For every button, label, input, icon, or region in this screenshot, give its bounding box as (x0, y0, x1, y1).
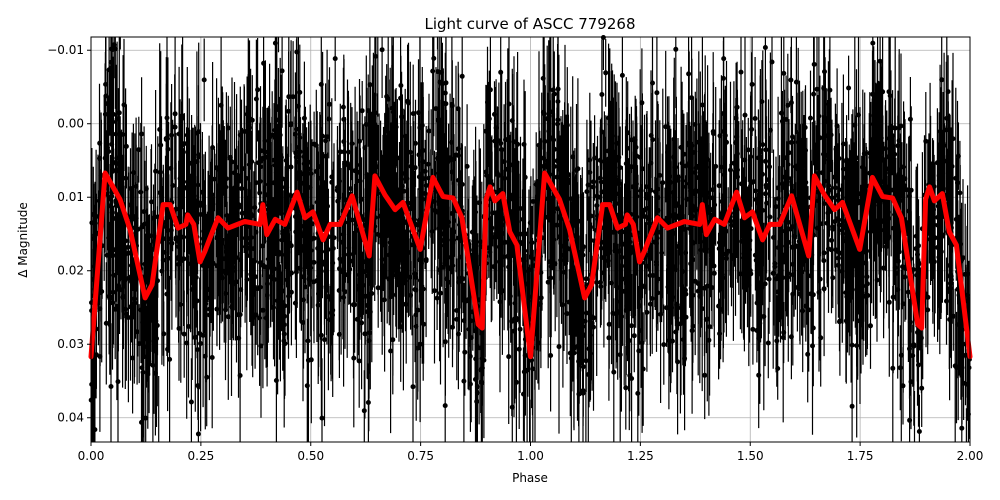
y-tick-label: −0.01 (47, 43, 84, 57)
x-tick-label: 0.75 (407, 449, 434, 463)
x-tick-label: 1.75 (847, 449, 874, 463)
y-axis-ticks: −0.01 0.00 0.01 0.02 0.03 0.04 (47, 43, 91, 425)
x-tick-label: 0.00 (78, 449, 105, 463)
x-tick-label: 0.50 (297, 449, 324, 463)
x-axis-ticks: 0.00 0.25 0.50 0.75 1.00 1.25 1.50 1.75 2.00 (78, 442, 984, 463)
model-curve (88, 170, 973, 360)
x-tick-label: 1.25 (627, 449, 654, 463)
x-axis-label: Phase (512, 471, 548, 485)
y-tick-label: 0.04 (57, 411, 84, 425)
x-tick-label: 2.00 (957, 449, 984, 463)
x-tick-label: 1.00 (517, 449, 544, 463)
x-tick-label: 1.50 (737, 449, 764, 463)
chart-title: Light curve of ASCC 779268 (425, 15, 636, 33)
x-tick-label: 0.25 (188, 449, 215, 463)
y-tick-label: 0.03 (57, 337, 84, 351)
y-tick-label: 0.01 (57, 190, 84, 204)
y-tick-label: 0.02 (57, 264, 84, 278)
y-tick-label: 0.00 (57, 117, 84, 131)
y-axis-label: Δ Magnitude (16, 202, 30, 278)
